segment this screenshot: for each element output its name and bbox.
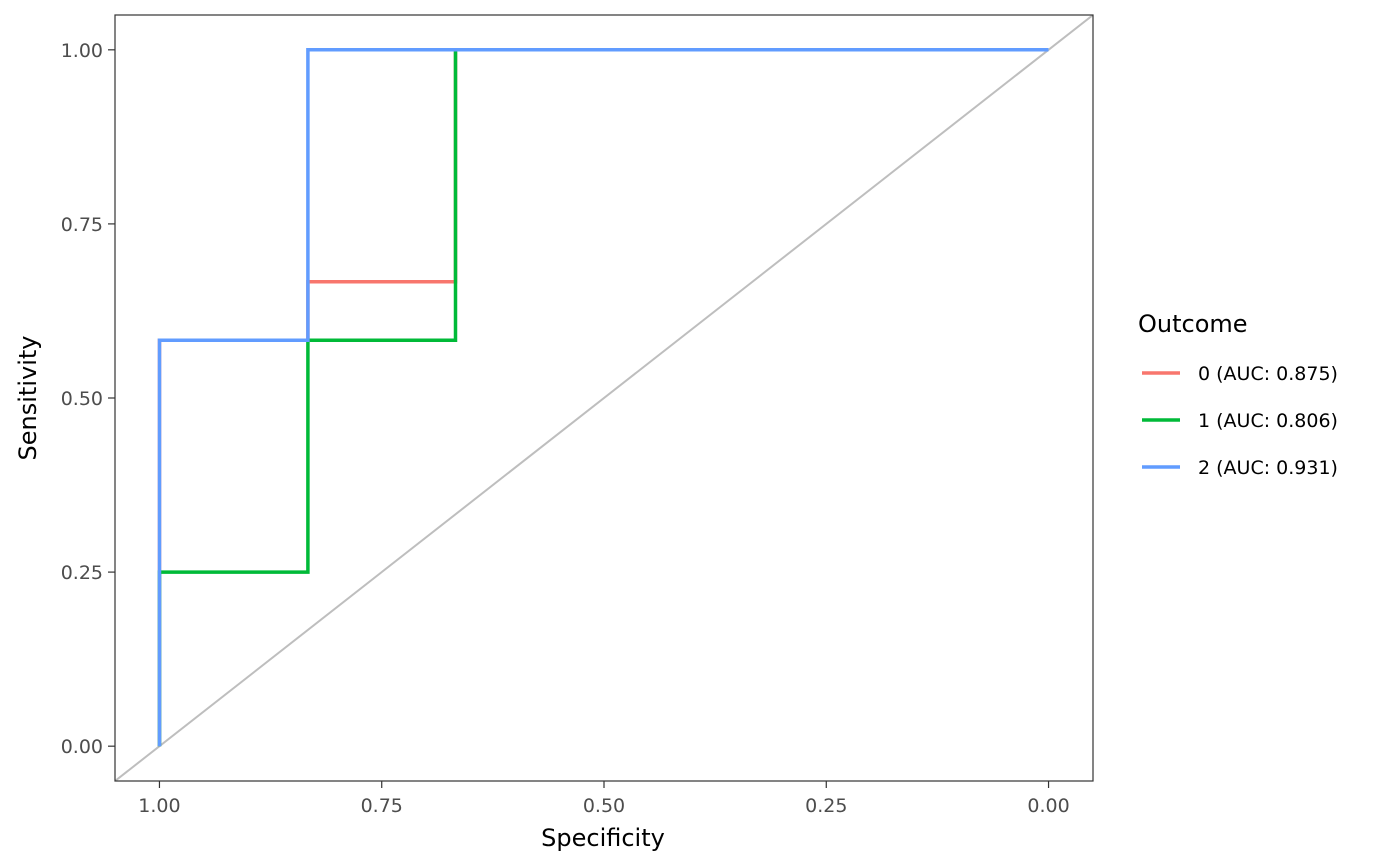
y-axis-title: Sensitivity [14, 336, 42, 461]
legend: Outcome 0 (AUC: 0.875) 1 (AUC: 0.806) 2 (A… [1138, 310, 1338, 479]
legend-item-label: 2 (AUC: 0.931) [1198, 457, 1338, 479]
y-tick-label: 0.50 [61, 388, 103, 410]
legend-title: Outcome [1138, 310, 1248, 338]
x-tick-label: 0.00 [1027, 795, 1069, 817]
roc-line-series-2 [157, 48, 1049, 747]
legend-item-label: 1 (AUC: 0.806) [1198, 410, 1338, 432]
y-tick-label: 0.00 [61, 736, 103, 758]
legend-items: 0 (AUC: 0.875) 1 (AUC: 0.806) 2 (AUC: 0.93… [1142, 363, 1338, 479]
x-tick-label: 0.50 [583, 795, 625, 817]
reference-diagonal-line [115, 15, 1093, 781]
plot-panel [115, 15, 1093, 781]
y-tick-label: 1.00 [61, 40, 103, 62]
y-tick-label: 0.75 [61, 214, 103, 236]
x-tick-label: 0.25 [805, 795, 847, 817]
x-tick-label: 0.75 [361, 795, 403, 817]
axes: 0.00 0.25 0.50 0.75 1.00 1.00 0.75 0.50 0.25 0.00 [61, 14, 1094, 817]
x-axis-title: Specificity [541, 824, 665, 852]
x-tick-label: 1.00 [138, 795, 180, 817]
y-tick-label: 0.25 [61, 562, 103, 584]
legend-item-label: 0 (AUC: 0.875) [1198, 363, 1338, 385]
